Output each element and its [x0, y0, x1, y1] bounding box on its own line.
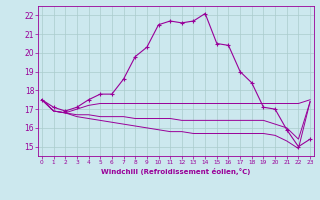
X-axis label: Windchill (Refroidissement éolien,°C): Windchill (Refroidissement éolien,°C): [101, 168, 251, 175]
